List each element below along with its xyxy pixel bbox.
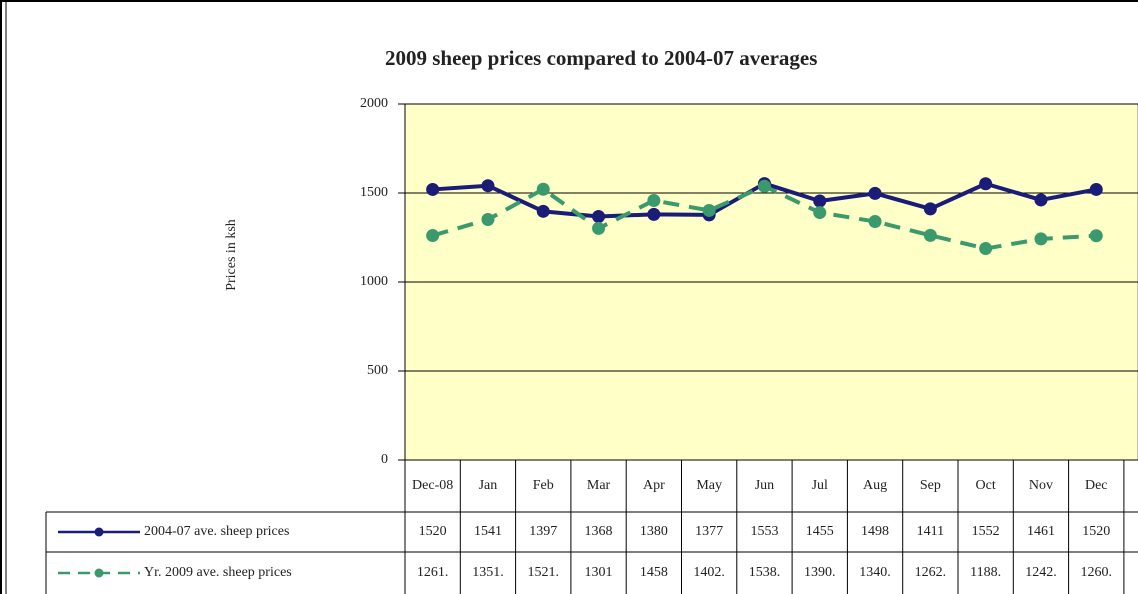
category-label: Jul [812,478,828,493]
chart-title: 2009 sheep prices compared to 2004-07 av… [385,46,817,70]
table-value: 1262. [915,565,947,580]
category-label: Dec [1085,478,1108,493]
table-value: 1301 [585,565,613,580]
table-value: 1340. [859,565,891,580]
data-point [536,182,550,196]
table-value: 1498 [861,524,889,539]
table-value: 1411 [917,524,944,539]
table-value: 1552 [972,524,1000,539]
data-point [592,209,606,223]
table-value: 1553 [750,524,778,539]
table-value: 1538. [749,565,781,580]
y-axis-label: Prices in ksh [224,219,239,291]
table-value: 1520 [1082,524,1110,539]
data-point [979,177,993,191]
data-point [757,179,771,193]
data-point [979,242,993,256]
y-tick-label: 0 [381,452,388,467]
data-point [647,193,661,207]
table-value: 1455 [806,524,834,539]
data-point [592,221,606,235]
category-label: Jan [479,478,498,493]
category-label: May [696,478,722,493]
data-point [1034,193,1048,207]
y-tick-label: 2000 [360,96,388,111]
legend-label: 2004-07 ave. sheep prices [144,524,289,539]
data-point [868,186,882,200]
data-point [481,179,495,193]
table-value: 1260. [1081,565,1113,580]
y-tick-label: 1500 [360,185,388,200]
data-point [923,202,937,216]
table-value: 1351. [472,565,504,580]
category-label: Oct [976,478,996,493]
table-value: 1368 [585,524,613,539]
category-label: Sep [920,478,941,493]
table-value: 1188. [970,565,1001,580]
data-point [1089,229,1103,243]
category-label: Aug [863,478,887,493]
legend-marker [94,568,104,578]
category-label: Mar [587,478,611,493]
table-value: 1380 [640,524,668,539]
data-point [923,228,937,242]
legend-marker [94,527,104,537]
data-point [647,207,661,221]
data-point [813,194,827,208]
y-tick-label: 1000 [360,274,388,289]
category-label: Nov [1029,478,1053,493]
table-value: 1541 [474,524,502,539]
legend-label: Yr. 2009 ave. sheep prices [144,565,292,580]
table-value: 1520 [419,524,447,539]
data-point [813,206,827,220]
data-point [536,204,550,218]
category-label: Jun [755,478,774,493]
table-value: 1521. [528,565,560,580]
table-value: 1397 [529,524,557,539]
data-point [481,213,495,227]
table-value: 1458 [640,565,668,580]
data-point [868,214,882,228]
data-point [426,182,440,196]
table-value: 1242. [1025,565,1057,580]
category-label: Feb [533,478,554,493]
table-value: 1402. [693,565,725,580]
y-tick-label: 500 [367,363,388,378]
table-value: 1390. [804,565,836,580]
table-value: 1377 [695,524,723,539]
data-point [702,203,716,217]
category-label: Dec-08 [412,478,453,493]
data-point [1034,232,1048,246]
table-value: 1261. [417,565,449,580]
data-point [1089,182,1103,196]
data-point [426,229,440,243]
table-value: 1461 [1027,524,1055,539]
category-label: Apr [643,478,665,493]
